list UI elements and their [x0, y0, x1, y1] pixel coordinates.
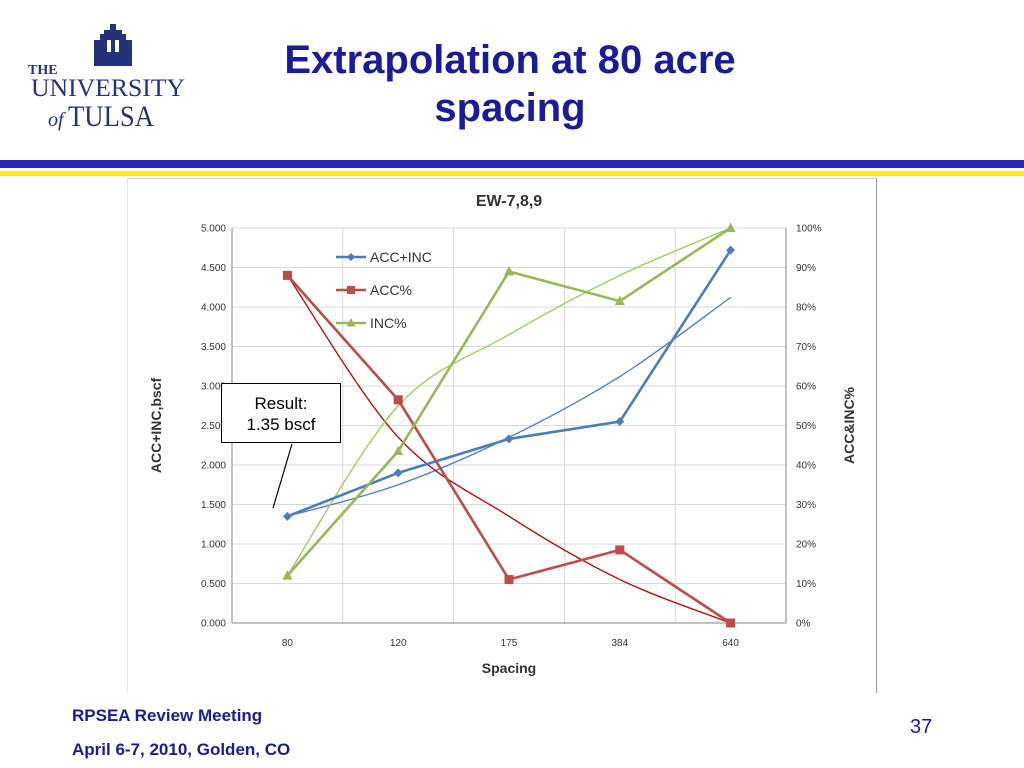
y2-tick-label: 100%	[796, 224, 822, 235]
trendline-acc-	[286, 275, 731, 624]
data-point-acc-inc	[393, 468, 403, 478]
data-point-acc-inc	[504, 434, 514, 444]
chart-title: EW-7,8,9	[476, 193, 542, 210]
y2-tick-label: 20%	[796, 540, 816, 551]
logo-of: of	[48, 109, 66, 131]
y2-tick-label: 70%	[796, 342, 816, 353]
legend-marker-inc	[346, 318, 356, 327]
y2-tick-label: 0%	[796, 619, 811, 630]
x-tick-label: 384	[611, 638, 628, 649]
legend-label-acc-inc: ACC+INC	[370, 249, 432, 265]
y-tick-label: 0.500	[201, 579, 226, 590]
footer-meeting: RPSEA Review Meeting	[72, 706, 263, 725]
x-tick-label: 80	[282, 638, 294, 649]
y-axis-title: ACC+INC,bscf	[148, 378, 164, 474]
header-rule-blue	[0, 160, 1024, 168]
y-tick-label: 3.500	[201, 342, 226, 353]
y2-tick-label: 10%	[796, 579, 816, 590]
university-of-tulsa-logo: THE UNIVERSITY of TULSA	[28, 24, 185, 133]
page-number: 37	[910, 716, 933, 738]
y-tick-label: 3.000	[201, 382, 226, 393]
header-rule-yellow	[0, 171, 1024, 176]
slide-title-line-2: spacing	[434, 86, 586, 130]
y-tick-label: 4.500	[201, 263, 226, 274]
data-point-acc	[615, 545, 625, 555]
legend-label-acc: ACC%	[370, 282, 412, 298]
y-tick-label: 5.000	[201, 224, 226, 235]
y-tick-label: 0.000	[201, 619, 226, 630]
y-tick-label: 1.000	[201, 540, 226, 551]
y2-tick-label: 30%	[796, 500, 816, 511]
y2-tick-label: 60%	[796, 382, 816, 393]
y-tick-label: 1.500	[201, 500, 226, 511]
logo-the: THE	[28, 63, 58, 78]
logo-university: UNIVERSITY	[31, 75, 185, 102]
data-point-acc-inc	[615, 417, 625, 427]
data-point-inc	[393, 445, 404, 456]
y2-tick-label: 80%	[796, 303, 816, 314]
x-tick-label: 640	[722, 638, 739, 649]
data-point-acc	[726, 618, 736, 628]
logo-tulsa: TULSA	[68, 100, 154, 133]
y2-tick-label: 50%	[796, 421, 816, 432]
y2-tick-label: 40%	[796, 461, 816, 472]
y-tick-label: 2.500	[201, 421, 226, 432]
y2-tick-label: 90%	[796, 263, 816, 274]
trendline-inc-	[286, 227, 731, 576]
x-tick-label: 120	[390, 638, 407, 649]
legend-marker-acc-inc	[347, 253, 355, 261]
footer-date-location: April 6-7, 2010, Golden, CO	[72, 740, 291, 759]
data-point-acc-inc	[726, 245, 736, 255]
y-tick-label: 4.000	[201, 303, 226, 314]
y2-axis-title: ACC&INC%	[841, 386, 857, 464]
result-callout-line-2: 1.35 bscf	[246, 415, 316, 434]
slide-title-line-1: Extrapolation at 80 acre	[284, 38, 736, 82]
chart: EW-7,8,9 0.000 0.500 1.000 1.500 2.000 2.500 3.…	[148, 193, 857, 676]
data-point-inc	[725, 222, 736, 232]
data-point-inc	[282, 570, 293, 580]
data-point-acc	[393, 395, 403, 405]
result-callout: Result: 1.35 bscf	[221, 383, 341, 443]
annotation-leader-line	[272, 443, 293, 509]
x-tick-label: 175	[501, 638, 518, 649]
legend-label-inc: INC%	[370, 315, 407, 331]
data-point-acc	[282, 270, 292, 280]
data-point-inc	[504, 265, 514, 276]
y-tick-label: 2.000	[201, 461, 226, 472]
legend-marker-acc	[347, 286, 355, 294]
result-callout-line-1: Result:	[254, 394, 308, 413]
data-point-acc	[504, 575, 514, 585]
slide-title: Extrapolation at 80 acre spacing	[200, 36, 820, 132]
x-axis-title: Spacing	[482, 660, 536, 676]
data-point-inc	[614, 295, 625, 306]
